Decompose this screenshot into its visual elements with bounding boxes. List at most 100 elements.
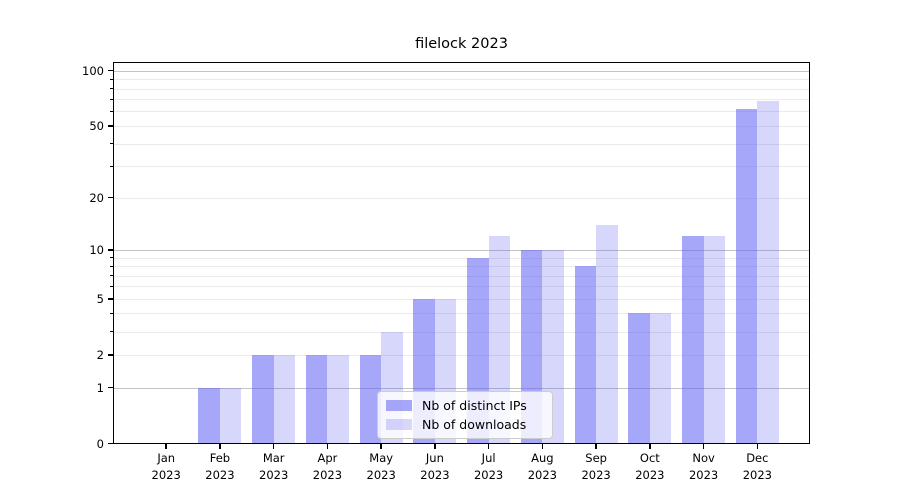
bar-downloads-nov bbox=[703, 236, 726, 444]
x-tick-year: 2023 bbox=[312, 467, 343, 482]
y-tick-mark bbox=[108, 125, 113, 127]
gridline-minor bbox=[113, 257, 810, 259]
y-minor-tick-mark bbox=[110, 78, 113, 80]
gridline-minor bbox=[113, 99, 810, 101]
x-tick-mark bbox=[434, 443, 436, 449]
y-tick-mark bbox=[108, 298, 113, 300]
y-minor-tick-mark bbox=[110, 312, 113, 314]
y-minor-tick-mark bbox=[110, 165, 113, 167]
y-minor-tick-mark bbox=[110, 285, 113, 287]
x-tick-year: 2023 bbox=[205, 467, 235, 482]
gridline-minor bbox=[113, 298, 810, 300]
y-minor-tick-mark bbox=[110, 110, 113, 112]
x-tick-year: 2023 bbox=[151, 467, 181, 482]
y-minor-tick-mark bbox=[110, 265, 113, 267]
x-tick-mark bbox=[326, 443, 329, 449]
gridline-minor bbox=[113, 111, 810, 113]
legend-swatch-downloads bbox=[386, 419, 412, 430]
bar-distinct-ips-dec bbox=[735, 108, 758, 444]
y-tick-label: 100 bbox=[82, 63, 104, 78]
y-tick-label: 0 bbox=[96, 436, 104, 451]
bar-downloads-mar bbox=[273, 354, 296, 444]
y-tick-label: 1 bbox=[96, 380, 104, 395]
y-tick-label: 50 bbox=[89, 118, 104, 133]
x-tick-year: 2023 bbox=[473, 467, 504, 482]
legend-item-downloads: Nb of downloads bbox=[386, 417, 552, 432]
x-tick-mark bbox=[649, 443, 651, 449]
legend-swatch-distinct-ips bbox=[386, 400, 412, 411]
y-tick-label: 20 bbox=[89, 190, 104, 205]
bar-distinct-ips-may bbox=[359, 354, 382, 444]
x-tick-label: Jan 2023 bbox=[134, 450, 198, 485]
gridline-major bbox=[113, 70, 810, 72]
x-tick-label: Apr 2023 bbox=[295, 450, 359, 485]
x-tick-month: Mar bbox=[262, 450, 285, 465]
x-tick-month: Nov bbox=[692, 450, 715, 465]
x-tick-month: Oct bbox=[639, 450, 660, 465]
bar-distinct-ips-sep bbox=[574, 266, 597, 444]
gridline-major bbox=[113, 387, 810, 389]
x-tick-month: Jun bbox=[425, 450, 444, 465]
legend-label-downloads: Nb of downloads bbox=[422, 417, 527, 432]
x-tick-month: Sep bbox=[585, 450, 607, 465]
y-minor-tick-mark bbox=[110, 275, 113, 277]
x-tick-year: 2023 bbox=[742, 467, 772, 482]
gridline-major bbox=[113, 249, 810, 251]
y-tick-mark bbox=[108, 249, 113, 251]
x-tick-month: Dec bbox=[746, 450, 769, 465]
x-tick-label: Mar 2023 bbox=[242, 450, 306, 485]
y-tick-mark bbox=[108, 442, 113, 445]
x-tick-label: Feb 2023 bbox=[188, 450, 252, 485]
y-tick-mark bbox=[108, 196, 113, 199]
x-tick-mark bbox=[595, 443, 597, 449]
x-tick-year: 2023 bbox=[527, 467, 558, 482]
gridline-minor bbox=[113, 88, 810, 90]
x-tick-year: 2023 bbox=[420, 467, 450, 482]
x-tick-label: Oct 2023 bbox=[618, 450, 682, 485]
x-tick-label: Sep 2023 bbox=[564, 450, 628, 485]
x-tick-month: Feb bbox=[209, 450, 231, 465]
x-tick-year: 2023 bbox=[366, 467, 396, 482]
y-tick-mark bbox=[108, 354, 113, 356]
legend-label-distinct-ips: Nb of distinct IPs bbox=[422, 398, 527, 413]
gridline-minor bbox=[113, 286, 810, 288]
bar-downloads-apr bbox=[327, 354, 349, 444]
y-minor-tick-mark bbox=[110, 331, 113, 333]
x-tick-label: Dec 2023 bbox=[725, 450, 789, 485]
bar-distinct-ips-oct bbox=[628, 313, 650, 444]
y-tick-label: 5 bbox=[96, 291, 104, 306]
x-tick-mark bbox=[487, 443, 490, 449]
gridline-minor bbox=[113, 125, 810, 127]
legend: Nb of distinct IPs Nb of downloads bbox=[377, 391, 553, 439]
x-tick-label: Aug 2023 bbox=[510, 450, 574, 485]
bar-downloads-dec bbox=[757, 101, 779, 444]
x-tick-label: May 2023 bbox=[349, 450, 413, 485]
x-tick-year: 2023 bbox=[581, 467, 611, 482]
legend-item-distinct-ips: Nb of distinct IPs bbox=[386, 398, 552, 413]
x-tick-month: Jul bbox=[481, 450, 496, 465]
y-minor-tick-mark bbox=[110, 257, 113, 258]
gridline-minor bbox=[113, 197, 810, 199]
x-tick-month: Apr bbox=[317, 450, 338, 465]
plot-area bbox=[113, 62, 810, 444]
x-tick-month: Aug bbox=[531, 450, 554, 465]
x-tick-mark bbox=[541, 443, 544, 449]
x-tick-month: Jan bbox=[157, 450, 176, 465]
y-tick-mark bbox=[108, 386, 113, 389]
bar-distinct-ips-feb bbox=[198, 387, 220, 444]
x-tick-mark bbox=[756, 443, 759, 449]
y-tick-label: 2 bbox=[96, 347, 104, 362]
x-tick-label: Jun 2023 bbox=[403, 450, 467, 485]
x-tick-year: 2023 bbox=[259, 467, 289, 482]
gridline-minor bbox=[113, 275, 810, 277]
bar-downloads-oct bbox=[649, 313, 672, 444]
x-tick-mark bbox=[380, 443, 382, 449]
x-tick-mark bbox=[272, 443, 275, 449]
gridline-minor bbox=[113, 354, 810, 356]
x-tick-mark bbox=[165, 443, 167, 449]
x-tick-year: 2023 bbox=[688, 467, 719, 482]
x-tick-mark bbox=[702, 443, 705, 449]
y-minor-tick-mark bbox=[110, 143, 113, 145]
gridline-minor bbox=[113, 266, 810, 267]
